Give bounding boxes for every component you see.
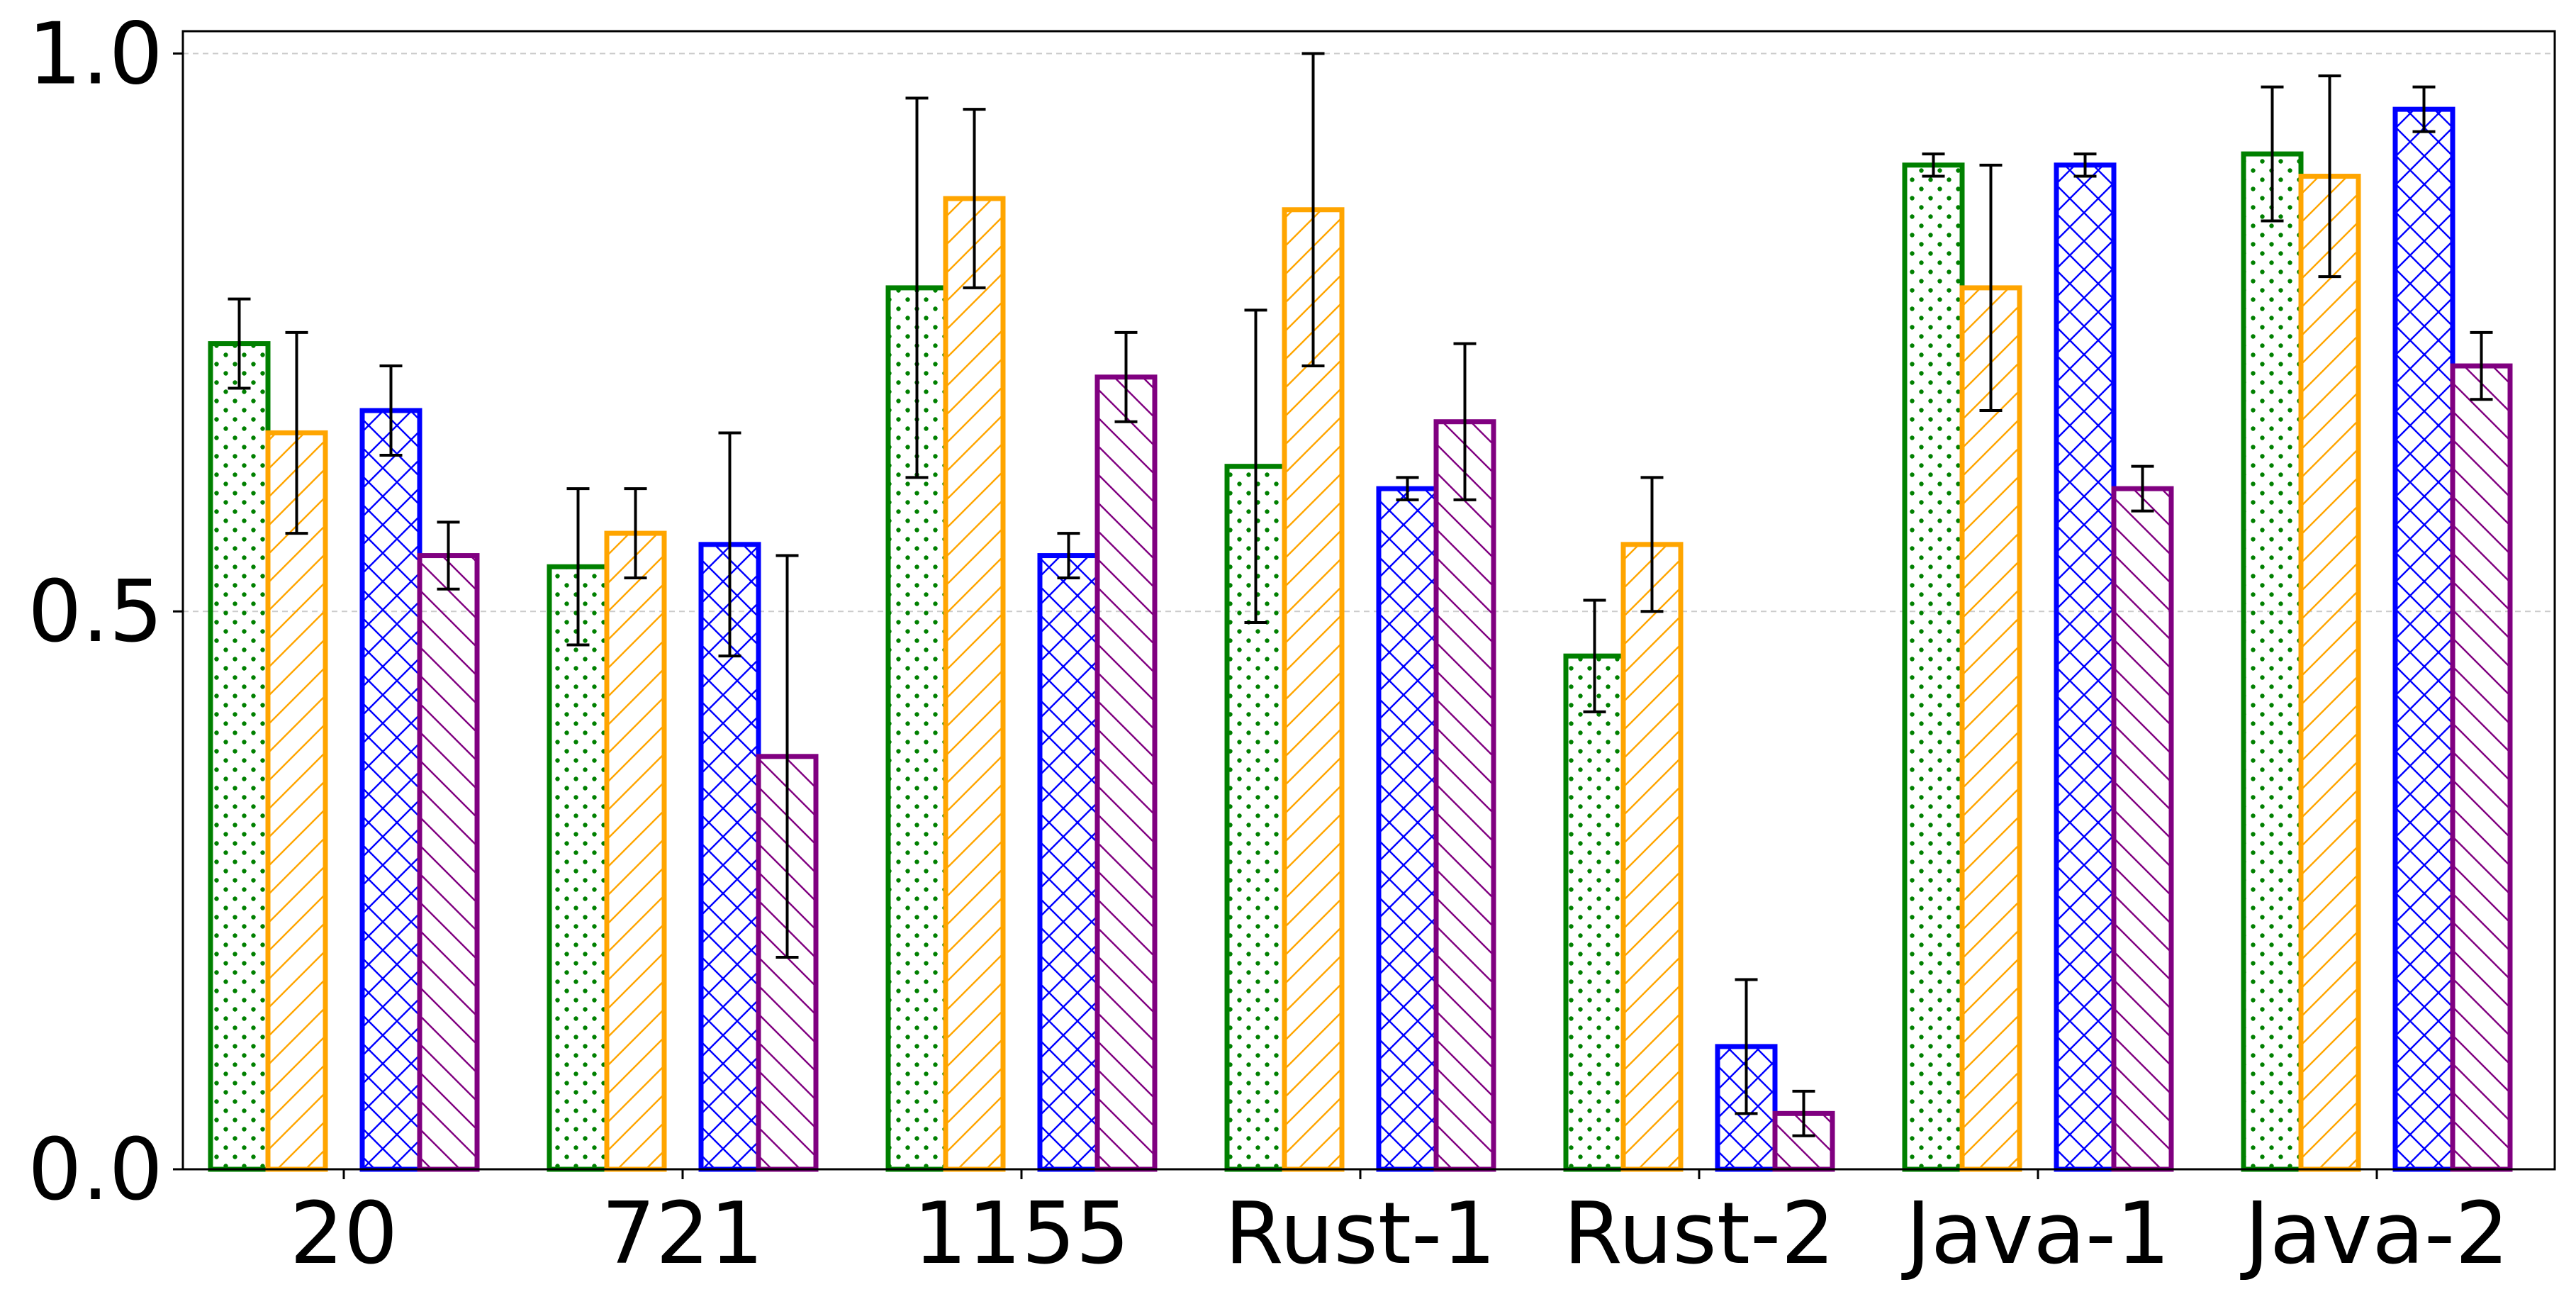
error-bar [1792,1089,1815,1137]
x-tick-label: Java-2 [2239,1185,2509,1283]
bar-fill [946,199,1003,1169]
y-tick-label: 0.0 [28,1121,163,1220]
error-bar [1057,532,1080,580]
error-bar [2131,464,2154,513]
bar-fill [2114,489,2171,1169]
x-tick-label: 1155 [913,1185,1129,1283]
error-bar [1301,52,1325,368]
bar-fill [2301,176,2358,1169]
error-bar [1922,152,1945,178]
error-bar [2261,85,2284,223]
bar-fill [1379,489,1436,1169]
bar-fill [1097,377,1155,1169]
x-tick-label: 20 [290,1185,398,1283]
bar-fill [1623,544,1681,1169]
bar-fill [2244,154,2301,1169]
error-bars [228,52,2493,1137]
error-bar [1396,476,1419,501]
error-bar [2412,85,2436,133]
bar-fill [1436,421,1494,1169]
error-bar [228,297,251,390]
error-bar [379,364,403,457]
bar-fill [2453,366,2510,1169]
x-tick-label: Java-1 [1900,1185,2170,1283]
y-tick-label: 0.5 [28,563,163,662]
error-bar [2318,74,2341,279]
x-tick-label: Rust-1 [1224,1185,1496,1283]
bar-fill [1962,287,2020,1170]
bar-fill [362,411,420,1169]
error-bar [624,487,647,580]
bar-fill [1566,656,1623,1169]
error-bar [1453,342,1477,501]
x-tick-label: 721 [601,1185,763,1283]
error-bar [437,520,460,591]
error-bar [1640,476,1664,613]
error-bar [2470,330,2493,401]
bar-fill [2395,109,2453,1169]
error-bar [1583,598,1606,713]
axes: 0.0 0.5 1.0 20 721 1155 Rust-1 Rust-2 Java-1 Java… [28,5,2509,1283]
bar-fill [1040,555,1097,1169]
bars [208,106,2513,1172]
plot-frame [181,30,2556,1171]
error-bar [1979,163,2003,412]
bar-fill [607,533,664,1169]
bar-fill [211,343,268,1169]
error-bar [2073,152,2097,178]
error-bar [1735,978,1758,1115]
error-bar [1114,330,1138,423]
error-bar [775,554,799,959]
gridlines [183,52,2555,613]
error-bar [1244,308,1267,624]
bar-fill [549,567,607,1169]
error-bar [905,96,929,479]
error-bar [718,431,741,658]
x-tick-label: Rust-2 [1563,1185,1835,1283]
bar-fill [420,555,477,1169]
bar-fill [1905,165,1962,1170]
bar-fill [2056,165,2114,1170]
error-bar [566,487,590,647]
error-bar [285,330,308,535]
bar-fill [1284,209,1342,1170]
error-bar [963,108,986,289]
y-tick-label: 1.0 [28,5,163,104]
bar-fill [268,433,325,1169]
